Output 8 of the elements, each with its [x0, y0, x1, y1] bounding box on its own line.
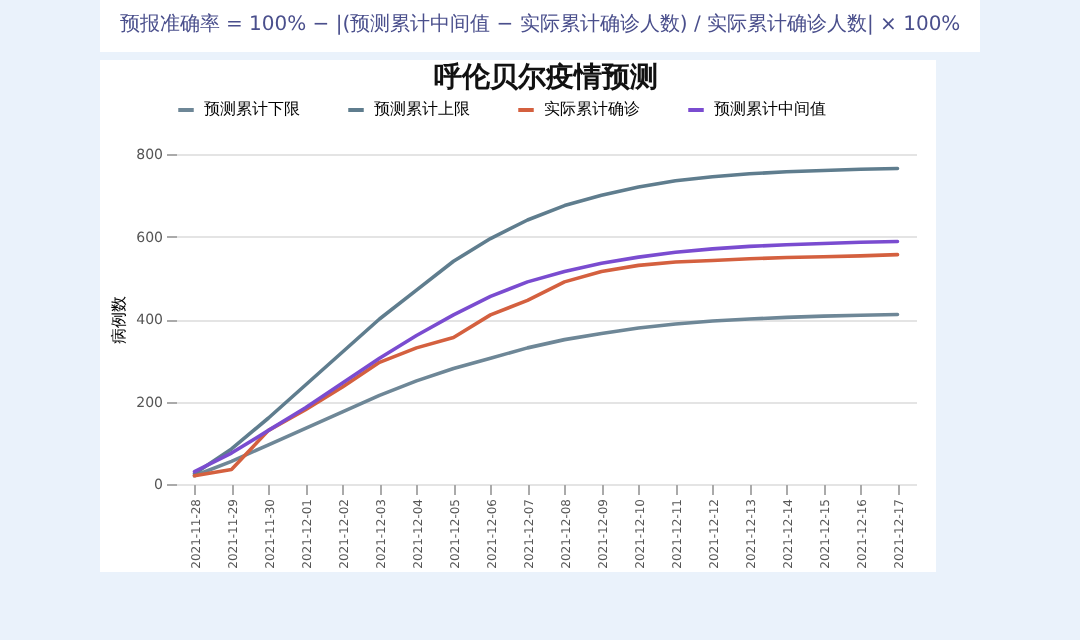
- legend-label: 预测累计上限: [374, 100, 470, 118]
- legend-label: 预测累计下限: [204, 100, 300, 118]
- legend-label: 预测累计中间值: [714, 100, 826, 118]
- line-series: [192, 166, 900, 476]
- legend-label: 实际累计确诊: [544, 100, 640, 118]
- text: 预报准确率 = 100% − |(预测累计中间值 − 实际累计确诊人数) / 实际累计确诊人数| × 100%: [100, 0, 980, 52]
- chart-title: 呼伦贝尔疫情预测: [434, 60, 658, 94]
- y-axis-title: 病例数: [110, 296, 129, 344]
